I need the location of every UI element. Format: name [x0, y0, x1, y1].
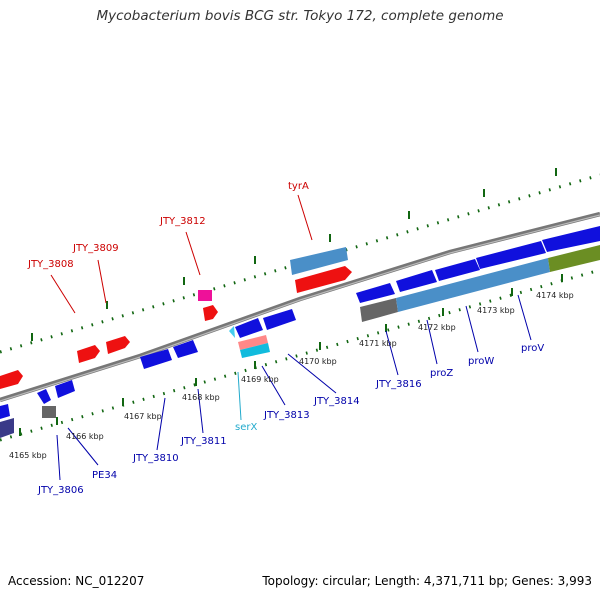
gene-prov[interactable] [548, 245, 600, 272]
tick-labels: 4165 kbp 4166 kbp 4167 kbp 4168 kbp 4169… [9, 291, 574, 460]
forward-gene-labels: JTY_3808 JTY_3809 JTY_3812 tyrA [27, 181, 309, 270]
gene-label-jty3806[interactable]: JTY_3806 [37, 485, 84, 496]
gene-label-pe34[interactable]: PE34 [92, 470, 117, 481]
gene-jty3806[interactable] [37, 389, 51, 404]
tick-label: 4174 kbp [536, 291, 574, 300]
gene-label-serx[interactable]: serX [235, 422, 257, 433]
gene-label-jty3813[interactable]: JTY_3813 [263, 410, 310, 421]
tick-label: 4165 kbp [9, 451, 47, 460]
gene-jty3811[interactable] [173, 340, 198, 358]
gene-blue-left[interactable] [0, 404, 10, 419]
gene-label-prow[interactable]: proW [468, 356, 494, 367]
gene-label-jty3808[interactable]: JTY_3808 [27, 259, 74, 270]
gene-jty3813-pink[interactable] [238, 335, 268, 350]
gene-pe34[interactable] [42, 406, 56, 418]
gene-jty3814[interactable] [263, 309, 296, 330]
gene-prow-blue[interactable] [435, 259, 480, 281]
gene-jty3810[interactable] [140, 349, 172, 369]
gene-proz-blue[interactable] [396, 270, 437, 292]
gene-jty3812-pink[interactable] [198, 290, 212, 301]
gene-tyrA-light[interactable] [290, 247, 348, 275]
accession-text: Accession: NC_012207 [8, 574, 145, 588]
gene-purple-left[interactable] [0, 418, 14, 438]
gene-jty3816-blue[interactable] [356, 283, 395, 303]
tick-label: 4169 kbp [241, 375, 279, 384]
gene-jty3816[interactable] [360, 298, 398, 322]
gene-label-prov[interactable]: proV [521, 343, 544, 354]
inner-tick-track [0, 268, 600, 442]
label-connectors [50, 194, 532, 481]
map-title: Mycobacterium bovis BCG str. Tokyo 172, … [96, 8, 504, 24]
outer-tick-track [0, 168, 600, 354]
tick-label: 4171 kbp [359, 339, 397, 348]
tick-label: 4170 kbp [299, 357, 337, 366]
gene-jty3813[interactable] [235, 318, 263, 338]
gene-proz[interactable] [396, 258, 550, 312]
gene-prov-top[interactable] [542, 226, 600, 252]
tick-label: 4173 kbp [477, 306, 515, 315]
gene-prov-blue[interactable] [476, 241, 546, 269]
tick-label: 4172 kbp [418, 323, 456, 332]
reverse-gene-labels: JTY_3806 PE34 JTY_3810 JTY_3811 serX JTY… [37, 343, 544, 496]
gene-jty3812[interactable] [203, 305, 218, 321]
tick-label: 4168 kbp [182, 393, 220, 402]
tick-label: 4166 kbp [66, 432, 104, 441]
gene-serx[interactable] [229, 326, 235, 338]
gene-jty3813-cyan[interactable] [240, 343, 270, 358]
reverse-genes [0, 226, 600, 438]
gene-label-jty3809[interactable]: JTY_3809 [72, 243, 119, 254]
tick-label: 4167 kbp [124, 412, 162, 421]
genome-summary-text: Topology: circular; Length: 4,371,711 bp… [262, 574, 592, 588]
gene-tyrA[interactable] [295, 266, 352, 293]
gene-label-tyra[interactable]: tyrA [288, 181, 309, 192]
gene-label-jty3812[interactable]: JTY_3812 [159, 216, 206, 227]
genome-backbone [0, 211, 600, 403]
gene-jty3806b[interactable] [55, 380, 75, 398]
gene-jty3808[interactable] [77, 345, 100, 363]
gene-label-jty3811[interactable]: JTY_3811 [180, 436, 227, 447]
gene-label-jty3816[interactable]: JTY_3816 [375, 379, 422, 390]
gene-label-jty3814[interactable]: JTY_3814 [313, 396, 360, 407]
forward-genes [0, 247, 352, 389]
gene-jty3809[interactable] [106, 336, 130, 354]
gene-red-left[interactable] [0, 370, 23, 389]
gene-label-proz[interactable]: proZ [430, 368, 453, 379]
gene-label-jty3810[interactable]: JTY_3810 [132, 453, 179, 464]
